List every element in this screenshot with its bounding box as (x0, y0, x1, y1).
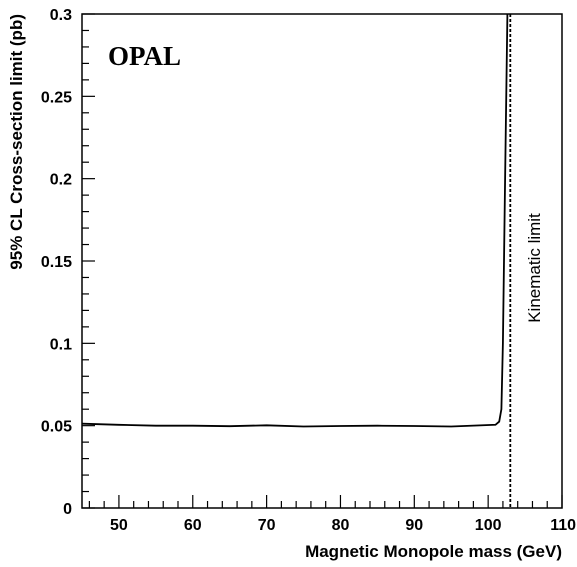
y-tick-label: 0.1 (50, 336, 72, 353)
y-tick-label: 0.15 (41, 254, 72, 271)
x-tick-label: 100 (475, 517, 502, 534)
x-tick-label: 90 (405, 517, 423, 534)
y-axis-ticks: 0 0.05 0.1 0.15 0.2 0.25 0.3 (41, 7, 95, 518)
y-tick-label: 0 (63, 501, 72, 518)
y-axis-title: 95% CL Cross-section limit (pb) (7, 14, 26, 270)
x-tick-label: 60 (184, 517, 202, 534)
x-tick-label: 70 (258, 517, 276, 534)
opal-logo-text: OPAL (108, 41, 181, 71)
y-tick-label: 0.25 (41, 89, 72, 106)
x-axis-title: Magnetic Monopole mass (GeV) (305, 542, 562, 561)
x-tick-label: 50 (110, 517, 128, 534)
kinematic-limit-label: Kinematic limit (525, 213, 544, 323)
x-axis-ticks: 50 60 70 80 90 100 110 (88, 495, 576, 534)
y-tick-label: 0.2 (50, 172, 72, 189)
series-layer (81, 13, 509, 428)
y-tick-label: 0.3 (50, 7, 72, 24)
cross-section-limit-curve (81, 13, 509, 428)
x-tick-label: 80 (332, 517, 350, 534)
x-tick-label: 110 (550, 517, 576, 534)
y-tick-label: 0.05 (41, 419, 72, 436)
plot-frame (81, 13, 563, 509)
